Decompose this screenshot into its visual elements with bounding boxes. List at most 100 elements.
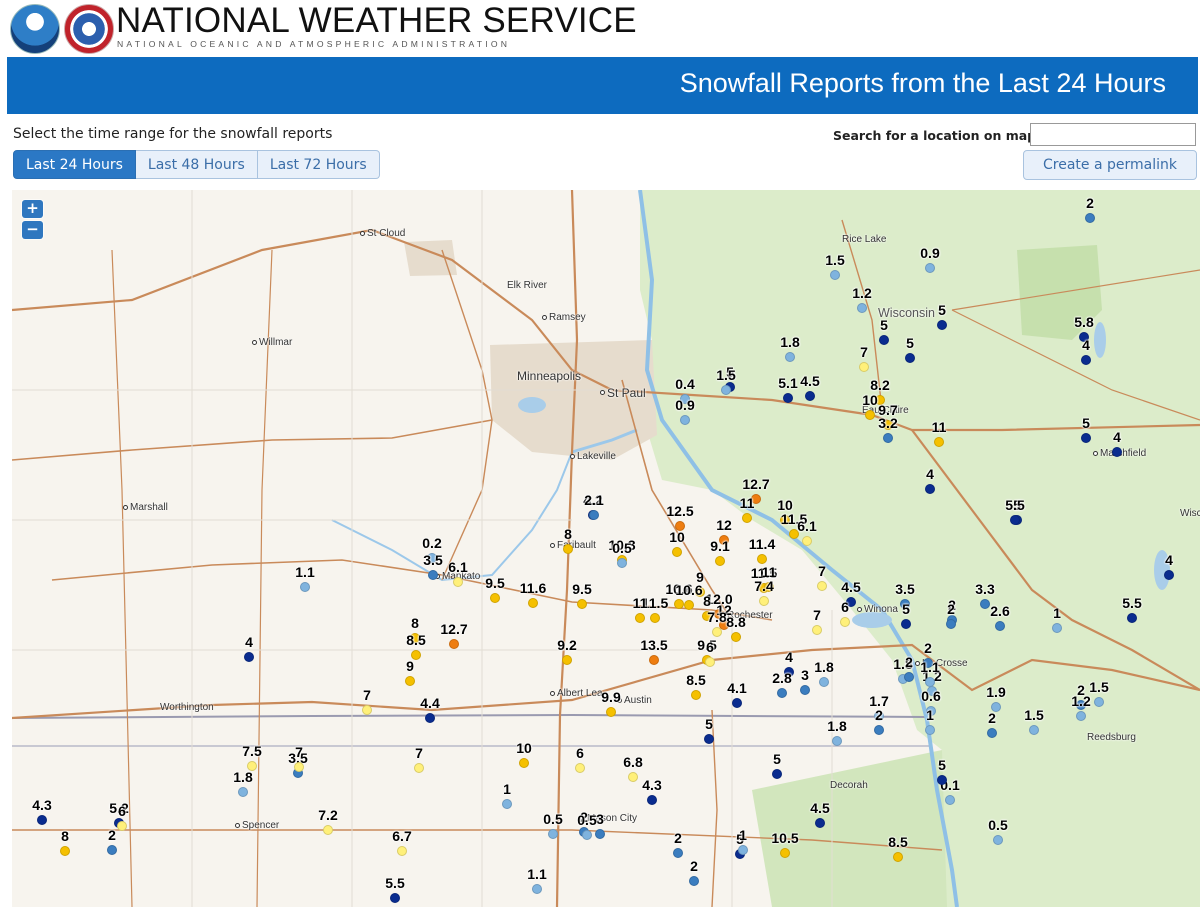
snowfall-report-marker[interactable] bbox=[702, 611, 712, 621]
snowfall-report-marker[interactable] bbox=[719, 535, 729, 545]
snowfall-map[interactable]: + − St Cloud Elk River Ramsey Willmar Minnea… bbox=[12, 190, 1200, 907]
snowfall-report-marker[interactable] bbox=[680, 394, 690, 404]
snowfall-report-marker[interactable] bbox=[905, 353, 915, 363]
snowfall-report-marker[interactable] bbox=[323, 825, 333, 835]
snowfall-report-marker[interactable] bbox=[606, 707, 616, 717]
snowfall-report-marker[interactable] bbox=[817, 581, 827, 591]
snowfall-report-marker[interactable] bbox=[410, 633, 420, 643]
snowfall-report-marker[interactable] bbox=[705, 657, 715, 667]
snowfall-report-marker[interactable] bbox=[548, 829, 558, 839]
snowfall-report-marker[interactable] bbox=[453, 577, 463, 587]
snowfall-report-marker[interactable] bbox=[893, 852, 903, 862]
snowfall-report-marker[interactable] bbox=[819, 677, 829, 687]
snowfall-report-marker[interactable] bbox=[238, 787, 248, 797]
snowfall-report-marker[interactable] bbox=[595, 829, 605, 839]
tab-last-24-hours[interactable]: Last 24 Hours bbox=[13, 150, 136, 179]
snowfall-report-marker[interactable] bbox=[684, 600, 694, 610]
snowfall-report-marker[interactable] bbox=[649, 655, 659, 665]
snowfall-report-marker[interactable] bbox=[772, 769, 782, 779]
snowfall-report-marker[interactable] bbox=[589, 510, 599, 520]
snowfall-report-marker[interactable] bbox=[874, 711, 884, 721]
snowfall-report-marker[interactable] bbox=[731, 632, 741, 642]
snowfall-report-marker[interactable] bbox=[846, 597, 856, 607]
snowfall-report-marker[interactable] bbox=[37, 815, 47, 825]
snowfall-report-marker[interactable] bbox=[714, 609, 724, 619]
snowfall-report-marker[interactable] bbox=[715, 556, 725, 566]
tab-last-72-hours[interactable]: Last 72 Hours bbox=[257, 150, 380, 179]
snowfall-report-marker[interactable] bbox=[721, 385, 731, 395]
snowfall-report-marker[interactable] bbox=[244, 652, 254, 662]
snowfall-report-marker[interactable] bbox=[1081, 433, 1091, 443]
snowfall-report-marker[interactable] bbox=[946, 619, 956, 629]
snowfall-report-marker[interactable] bbox=[900, 599, 910, 609]
snowfall-report-marker[interactable] bbox=[993, 835, 1003, 845]
snowfall-report-marker[interactable] bbox=[362, 705, 372, 715]
snowfall-report-marker[interactable] bbox=[785, 352, 795, 362]
snowfall-report-marker[interactable] bbox=[562, 655, 572, 665]
snowfall-report-marker[interactable] bbox=[674, 599, 684, 609]
snowfall-report-marker[interactable] bbox=[411, 650, 421, 660]
snowfall-report-marker[interactable] bbox=[925, 484, 935, 494]
snowfall-report-marker[interactable] bbox=[673, 848, 683, 858]
snowfall-report-marker[interactable] bbox=[247, 761, 257, 771]
tab-last-48-hours[interactable]: Last 48 Hours bbox=[135, 150, 258, 179]
nws-logo-icon[interactable] bbox=[64, 4, 114, 54]
snowfall-report-marker[interactable] bbox=[617, 558, 627, 568]
snowfall-report-marker[interactable] bbox=[704, 734, 714, 744]
snowfall-report-marker[interactable] bbox=[901, 619, 911, 629]
snowfall-report-marker[interactable] bbox=[712, 627, 722, 637]
snowfall-report-marker[interactable] bbox=[672, 547, 682, 557]
noaa-logo-icon[interactable] bbox=[10, 4, 60, 54]
snowfall-report-marker[interactable] bbox=[680, 415, 690, 425]
snowfall-report-marker[interactable] bbox=[532, 884, 542, 894]
snowfall-report-marker[interactable] bbox=[732, 698, 742, 708]
snowfall-report-marker[interactable] bbox=[519, 758, 529, 768]
snowfall-report-marker[interactable] bbox=[934, 437, 944, 447]
snowfall-report-marker[interactable] bbox=[751, 494, 761, 504]
snowfall-report-marker[interactable] bbox=[865, 410, 875, 420]
snowfall-report-marker[interactable] bbox=[945, 795, 955, 805]
snowfall-report-marker[interactable] bbox=[805, 391, 815, 401]
snowfall-report-marker[interactable] bbox=[390, 893, 400, 903]
snowfall-report-marker[interactable] bbox=[405, 676, 415, 686]
snowfall-report-marker[interactable] bbox=[937, 320, 947, 330]
snowfall-report-marker[interactable] bbox=[675, 521, 685, 531]
snowfall-report-marker[interactable] bbox=[1076, 700, 1086, 710]
snowfall-report-marker[interactable] bbox=[883, 420, 893, 430]
snowfall-report-marker[interactable] bbox=[780, 848, 790, 858]
zoom-out-button[interactable]: − bbox=[22, 221, 43, 239]
snowfall-report-marker[interactable] bbox=[812, 625, 822, 635]
snowfall-report-marker[interactable] bbox=[937, 775, 947, 785]
snowfall-report-marker[interactable] bbox=[1052, 623, 1062, 633]
site-title[interactable]: NATIONAL WEATHER SERVICE bbox=[116, 1, 637, 40]
snowfall-report-marker[interactable] bbox=[628, 772, 638, 782]
snowfall-report-marker[interactable] bbox=[563, 544, 573, 554]
snowfall-report-marker[interactable] bbox=[874, 725, 884, 735]
snowfall-report-marker[interactable] bbox=[689, 876, 699, 886]
snowfall-report-marker[interactable] bbox=[789, 529, 799, 539]
snowfall-report-marker[interactable] bbox=[759, 596, 769, 606]
snowfall-report-marker[interactable] bbox=[926, 706, 936, 716]
snowfall-report-marker[interactable] bbox=[802, 536, 812, 546]
snowfall-report-marker[interactable] bbox=[1029, 725, 1039, 735]
snowfall-report-marker[interactable] bbox=[757, 554, 767, 564]
snowfall-report-marker[interactable] bbox=[780, 515, 790, 525]
snowfall-report-marker[interactable] bbox=[1081, 355, 1091, 365]
snowfall-report-marker[interactable] bbox=[300, 582, 310, 592]
snowfall-report-marker[interactable] bbox=[840, 617, 850, 627]
snowfall-report-marker[interactable] bbox=[1076, 711, 1086, 721]
zoom-in-button[interactable]: + bbox=[22, 200, 43, 218]
snowfall-report-marker[interactable] bbox=[414, 763, 424, 773]
snowfall-report-marker[interactable] bbox=[995, 621, 1005, 631]
snowfall-report-marker[interactable] bbox=[784, 667, 794, 677]
snowfall-report-marker[interactable] bbox=[490, 593, 500, 603]
snowfall-report-marker[interactable] bbox=[647, 795, 657, 805]
snowfall-report-marker[interactable] bbox=[695, 587, 705, 597]
snowfall-report-marker[interactable] bbox=[991, 702, 1001, 712]
snowfall-report-marker[interactable] bbox=[777, 688, 787, 698]
snowfall-report-marker[interactable] bbox=[830, 270, 840, 280]
snowfall-report-marker[interactable] bbox=[764, 582, 774, 592]
snowfall-report-marker[interactable] bbox=[575, 763, 585, 773]
snowfall-report-marker[interactable] bbox=[1079, 332, 1089, 342]
snowfall-report-marker[interactable] bbox=[987, 728, 997, 738]
